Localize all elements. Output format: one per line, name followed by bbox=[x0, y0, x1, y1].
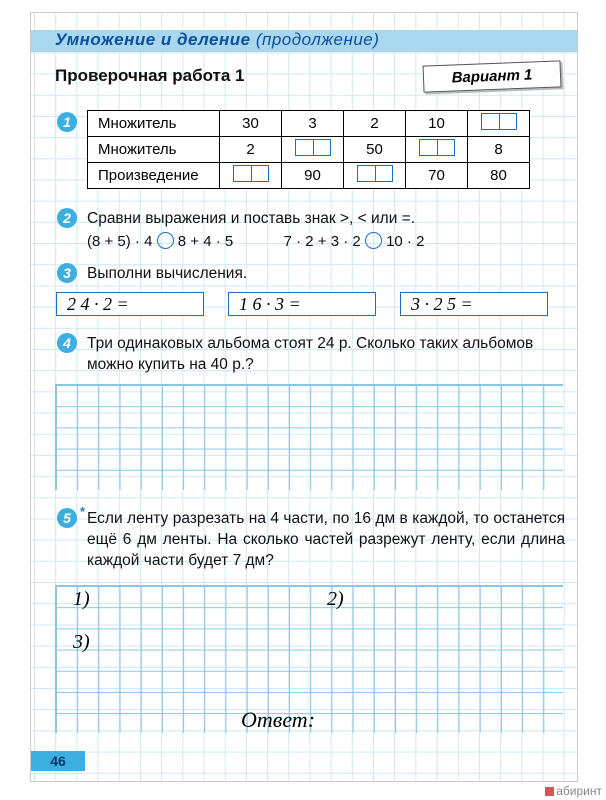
q2-right-b: 10 · 2 bbox=[386, 233, 424, 250]
q1-cell[interactable] bbox=[220, 163, 282, 189]
q4-text: Три одинаковых альбома стоят 24 р. Сколь… bbox=[87, 334, 557, 376]
q1-cell: 70 bbox=[406, 163, 468, 189]
q3-row: 2 4 · 2 = 1 6 · 3 = 3 · 2 5 = bbox=[56, 292, 548, 316]
q1-cell: 8 bbox=[468, 137, 530, 163]
q1-row-label: Произведение bbox=[88, 163, 220, 189]
q1-cell[interactable] bbox=[344, 163, 406, 189]
q1-cell: 80 bbox=[468, 163, 530, 189]
title-main: Умножение и деление bbox=[55, 30, 251, 49]
q3-item-1: 2 4 · 2 = bbox=[67, 294, 129, 315]
q3-item-3: 3 · 2 5 = bbox=[411, 294, 473, 315]
watermark: абиринт bbox=[545, 784, 602, 798]
page-title: Умножение и деление (продолжение) bbox=[55, 30, 379, 50]
q1-cell: 2 bbox=[220, 137, 282, 163]
q1-cell: 10 bbox=[406, 111, 468, 137]
title-continuation: (продолжение) bbox=[256, 30, 380, 49]
bullet-1: 1 bbox=[57, 112, 77, 132]
q1-row-label: Множитель bbox=[88, 111, 220, 137]
blank-box[interactable] bbox=[419, 139, 455, 156]
bullet-4: 4 bbox=[57, 333, 77, 353]
q1-cell[interactable] bbox=[406, 137, 468, 163]
q1-table: Множитель303210Множитель2508Произведение… bbox=[87, 110, 530, 189]
star-icon: * bbox=[80, 504, 85, 519]
q5-step-2: 2) bbox=[327, 588, 344, 611]
q5-text: Если ленту разрезать на 4 части, по 16 д… bbox=[87, 509, 565, 572]
q5-step-3: 3) bbox=[73, 631, 90, 654]
bullet-3: 3 bbox=[57, 263, 77, 283]
q1-row-label: Множитель bbox=[88, 137, 220, 163]
q1-cell: 50 bbox=[344, 137, 406, 163]
q2-left-a: (8 + 5) · 4 bbox=[87, 233, 152, 250]
q1-cell: 3 bbox=[282, 111, 344, 137]
bullet-2: 2 bbox=[57, 208, 77, 228]
answer-label: Ответ: bbox=[241, 707, 315, 733]
q4-answer-grid[interactable] bbox=[55, 384, 563, 490]
subheader: Проверочная работа 1 bbox=[55, 66, 245, 86]
bullet-5: 5* bbox=[57, 508, 77, 528]
q1-cell: 30 bbox=[220, 111, 282, 137]
q3-box[interactable]: 3 · 2 5 = bbox=[400, 292, 548, 316]
q2-right-a: 7 · 2 + 3 · 2 bbox=[284, 233, 361, 250]
variant-label: Вариант 1 bbox=[423, 60, 562, 92]
q2-text: Сравни выражения и поставь знак >, < или… bbox=[87, 209, 415, 230]
q1-cell: 2 bbox=[344, 111, 406, 137]
blank-box[interactable] bbox=[357, 165, 393, 182]
q2-expressions: (8 + 5) · 4 8 + 4 · 5 7 · 2 + 3 · 2 10 ·… bbox=[87, 232, 424, 252]
q3-item-2: 1 6 · 3 = bbox=[239, 294, 301, 315]
q3-box[interactable]: 2 4 · 2 = bbox=[56, 292, 204, 316]
q1-cell[interactable] bbox=[282, 137, 344, 163]
blank-box[interactable] bbox=[233, 165, 269, 182]
q3-text: Выполни вычисления. bbox=[87, 264, 247, 285]
watermark-text: абиринт bbox=[556, 784, 602, 798]
q1-cell[interactable] bbox=[468, 111, 530, 137]
answer-circle[interactable] bbox=[157, 232, 174, 249]
page-number: 46 bbox=[31, 751, 85, 771]
blank-box[interactable] bbox=[481, 113, 517, 130]
blank-box[interactable] bbox=[295, 139, 331, 156]
answer-circle[interactable] bbox=[365, 232, 382, 249]
q3-box[interactable]: 1 6 · 3 = bbox=[228, 292, 376, 316]
watermark-icon bbox=[545, 787, 554, 796]
q2-left-b: 8 + 4 · 5 bbox=[178, 233, 233, 250]
worksheet-page: Умножение и деление (продолжение) Провер… bbox=[30, 12, 578, 782]
q5-step-1: 1) bbox=[73, 588, 90, 611]
q1-cell: 90 bbox=[282, 163, 344, 189]
